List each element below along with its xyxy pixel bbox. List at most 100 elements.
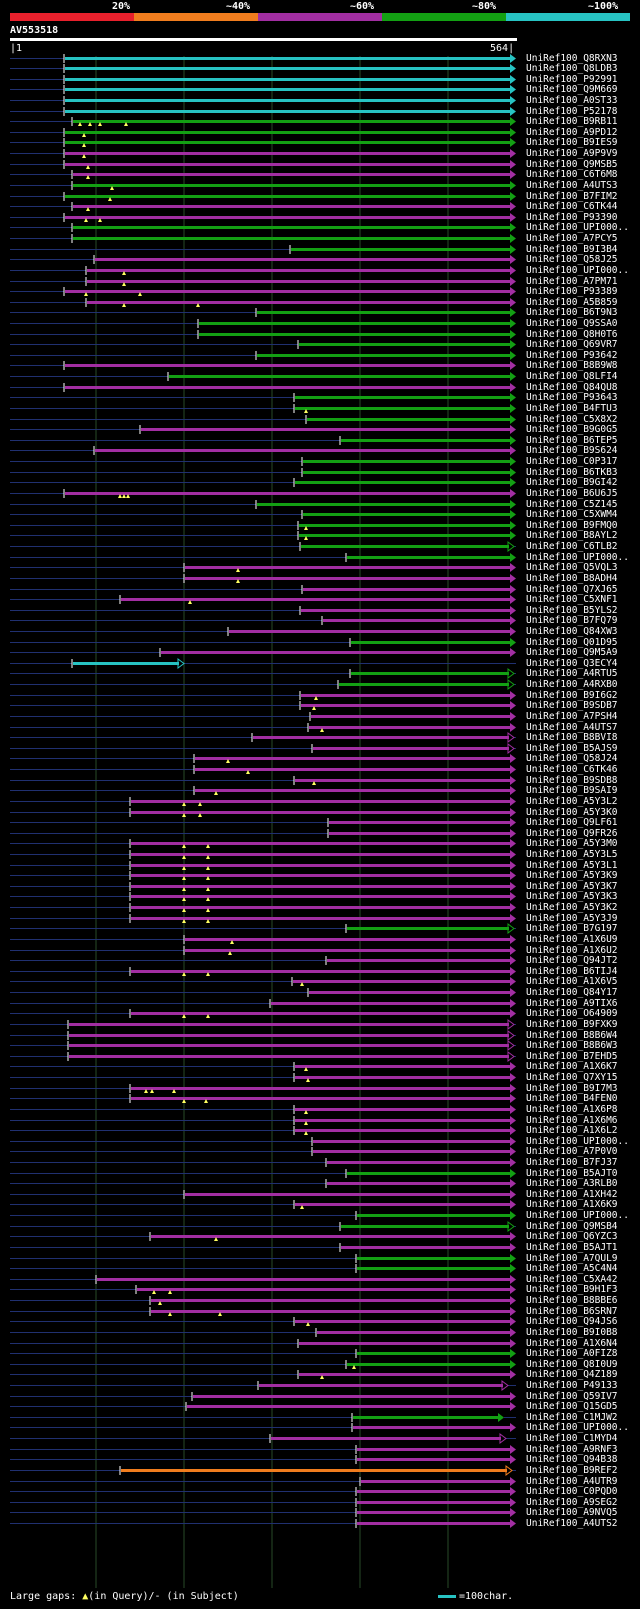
hit-row[interactable]: UniRef100_Q01D95 [0, 637, 640, 648]
hit-label[interactable]: UniRef100_B8B6W4 [526, 1029, 618, 1041]
hit-label[interactable]: UniRef100_Q58J25 [526, 254, 618, 266]
hit-row[interactable]: UniRef100_B8B9W8 [0, 360, 640, 371]
hit-label[interactable]: UniRef100_B9FXK9 [526, 1018, 618, 1030]
hit-label[interactable]: UniRef100_Q7XY15 [526, 1072, 618, 1084]
hit-label[interactable]: UniRef100_A5Y3L2 [526, 795, 618, 807]
hit-row[interactable]: UniRef100_Q9MSB4 [0, 1220, 640, 1232]
hit-row[interactable]: UniRef100_C1MYD4 [0, 1433, 640, 1445]
hit-label[interactable]: UniRef100_B4FTU3 [526, 402, 618, 414]
hit-row[interactable]: UniRef100_UPI000.. [0, 265, 640, 276]
hit-row[interactable]: UniRef100_A9P9V9 [0, 148, 640, 159]
hit-row[interactable]: UniRef100_A5Y3L2 [0, 796, 640, 807]
hit-row[interactable]: UniRef100_B5AJT0 [0, 1168, 640, 1179]
hit-row[interactable]: UniRef100_C5X8X2 [0, 414, 640, 425]
hit-row[interactable]: UniRef100_B9SDB8 [0, 775, 640, 786]
hit-row[interactable]: UniRef100_Q59IV7 [0, 1391, 640, 1402]
hit-label[interactable]: UniRef100_A7PM71 [526, 275, 618, 287]
hit-row[interactable]: UniRef100_Q8RXN3 [0, 53, 640, 64]
hit-row[interactable]: UniRef100_A5B859 [0, 297, 640, 308]
hit-row[interactable]: UniRef100_UPI000.. [0, 1210, 640, 1221]
hit-label[interactable]: UniRef100_B9H1F3 [526, 1284, 618, 1296]
hit-label[interactable]: UniRef100_B6TKB3 [526, 466, 618, 478]
hit-label[interactable]: UniRef100_B7FJ37 [526, 1156, 618, 1168]
hit-row[interactable]: UniRef100_UPI000.. [0, 1422, 640, 1433]
hit-row[interactable]: UniRef100_A7P0V0 [0, 1146, 640, 1157]
hit-label[interactable]: UniRef100_A5Y3L5 [526, 849, 618, 860]
hit-row[interactable]: UniRef100_B4FTU3 [0, 403, 640, 414]
hit-row[interactable]: UniRef100_A5Y3K2 [0, 902, 640, 913]
hit-row[interactable]: UniRef100_A4UTS7 [0, 722, 640, 733]
hit-row[interactable]: UniRef100_B6U6J5 [0, 488, 640, 499]
hit-row[interactable]: UniRef100_B8B6W4 [0, 1029, 640, 1041]
hit-row[interactable]: UniRef100_B6TKB3 [0, 467, 640, 478]
hit-row[interactable]: UniRef100_B8BVI8 [0, 732, 640, 744]
hit-row[interactable]: UniRef100_Q8I0U9 [0, 1359, 640, 1370]
hit-label[interactable]: UniRef100_A4UTS2 [526, 1518, 618, 1530]
hit-label[interactable]: UniRef100_A3RLB0 [526, 1178, 618, 1190]
hit-label[interactable]: UniRef100_A1XH42 [526, 1188, 618, 1200]
hit-row[interactable]: UniRef100_C5XNF1 [0, 594, 640, 605]
hit-label[interactable]: UniRef100_A5Y3K0 [526, 806, 618, 818]
hit-label[interactable]: UniRef100_A1X6K7 [526, 1061, 618, 1073]
hit-row[interactable]: UniRef100_Q7XJ65 [0, 584, 640, 595]
hit-label[interactable]: UniRef100_B6TEP5 [526, 434, 618, 446]
hit-label[interactable]: UniRef100_UPI000.. [526, 551, 629, 563]
hit-row[interactable]: UniRef100_A1X6U2 [0, 945, 640, 956]
hit-label[interactable]: UniRef100_P93390 [526, 211, 618, 223]
hit-label[interactable]: UniRef100_A5C4N4 [526, 1263, 618, 1275]
hit-label[interactable]: UniRef100_Q9M669 [526, 84, 618, 96]
hit-label[interactable]: UniRef100_B7FQ79 [526, 615, 618, 627]
hit-label[interactable]: UniRef100_A1X6P8 [526, 1103, 618, 1115]
hit-label[interactable]: UniRef100_B9IES9 [526, 137, 618, 149]
hit-row[interactable]: UniRef100_A1X6V5 [0, 976, 640, 987]
hit-label[interactable]: UniRef100_C5XNF1 [526, 594, 618, 606]
hit-label[interactable]: UniRef100_B5YLS2 [526, 604, 618, 616]
hit-label[interactable]: UniRef100_UPI000.. [526, 1210, 629, 1222]
hit-label[interactable]: UniRef100_Q6YZC3 [526, 1231, 618, 1243]
hit-row[interactable]: UniRef100_A0FIZ8 [0, 1348, 640, 1359]
hit-row[interactable]: UniRef100_B8B6W3 [0, 1040, 640, 1052]
hit-row[interactable]: UniRef100_Q84Y17 [0, 987, 640, 998]
hit-label[interactable]: UniRef100_Q9M5A9 [526, 647, 618, 659]
hit-row[interactable]: UniRef100_Q6YZC3 [0, 1231, 640, 1242]
hit-row[interactable]: UniRef100_B9I7M3 [0, 1083, 640, 1094]
hit-row[interactable]: UniRef100_Q9MSB5 [0, 159, 640, 170]
hit-label[interactable]: UniRef100_Q8RXN3 [526, 52, 618, 64]
hit-label[interactable]: UniRef100_Q5VQL3 [526, 562, 618, 574]
hit-row[interactable]: UniRef100_B6TEP5 [0, 435, 640, 446]
hit-row[interactable]: UniRef100_B7FQ79 [0, 615, 640, 626]
hit-label[interactable]: UniRef100_C5Z145 [526, 498, 618, 510]
hit-label[interactable]: UniRef100_B7FIM2 [526, 190, 618, 202]
hit-label[interactable]: UniRef100_C1MJW2 [526, 1411, 618, 1423]
hit-row[interactable]: UniRef100_Q8H0T6 [0, 329, 640, 340]
hit-label[interactable]: UniRef100_Q4Z189 [526, 1369, 618, 1381]
hit-label[interactable]: UniRef100_A5Y3L1 [526, 859, 618, 871]
hit-row[interactable]: UniRef100_B5AJS9 [0, 742, 640, 754]
hit-label[interactable]: UniRef100_Q84XW3 [526, 625, 618, 637]
hit-row[interactable]: UniRef100_A1X6N4 [0, 1338, 640, 1349]
hit-row[interactable]: UniRef100_C0PQD0 [0, 1486, 640, 1497]
hit-label[interactable]: UniRef100_Q15GD5 [526, 1401, 618, 1413]
hit-row[interactable]: UniRef100_C6TK46 [0, 764, 640, 775]
hit-row[interactable]: UniRef100_B6SRN7 [0, 1306, 640, 1317]
hit-label[interactable]: UniRef100_A5Y3K9 [526, 870, 618, 882]
hit-row[interactable]: UniRef100_A4UTR9 [0, 1476, 640, 1487]
hit-row[interactable]: UniRef100_C0P317 [0, 456, 640, 467]
hit-row[interactable]: UniRef100_A5Y3K7 [0, 881, 640, 892]
hit-label[interactable]: UniRef100_B9RB11 [526, 116, 618, 128]
hit-row[interactable]: UniRef100_Q84XW3 [0, 626, 640, 637]
hit-row[interactable]: UniRef100_A7PSH4 [0, 711, 640, 722]
hit-row[interactable]: UniRef100_A7QUL9 [0, 1253, 640, 1264]
hit-label[interactable]: UniRef100_UPI000.. [526, 222, 629, 234]
hit-label[interactable]: UniRef100_C6TLB2 [526, 541, 618, 553]
hit-label[interactable]: UniRef100_A5Y3M0 [526, 838, 618, 850]
hit-label[interactable]: UniRef100_Q9SSA0 [526, 318, 618, 329]
hit-label[interactable]: UniRef100_A5Y3K3 [526, 891, 618, 903]
hit-label[interactable]: UniRef100_A1X6U2 [526, 944, 618, 956]
hit-row[interactable]: UniRef100_B9FMQ0 [0, 520, 640, 531]
hit-label[interactable]: UniRef100_Q7XJ65 [526, 583, 618, 595]
hit-label[interactable]: UniRef100_Q8I0U9 [526, 1358, 618, 1370]
hit-label[interactable]: UniRef100_A9P9V9 [526, 148, 618, 160]
hit-row[interactable]: UniRef100_C5Z145 [0, 499, 640, 510]
hit-label[interactable]: UniRef100_A5Y3K2 [526, 902, 618, 914]
